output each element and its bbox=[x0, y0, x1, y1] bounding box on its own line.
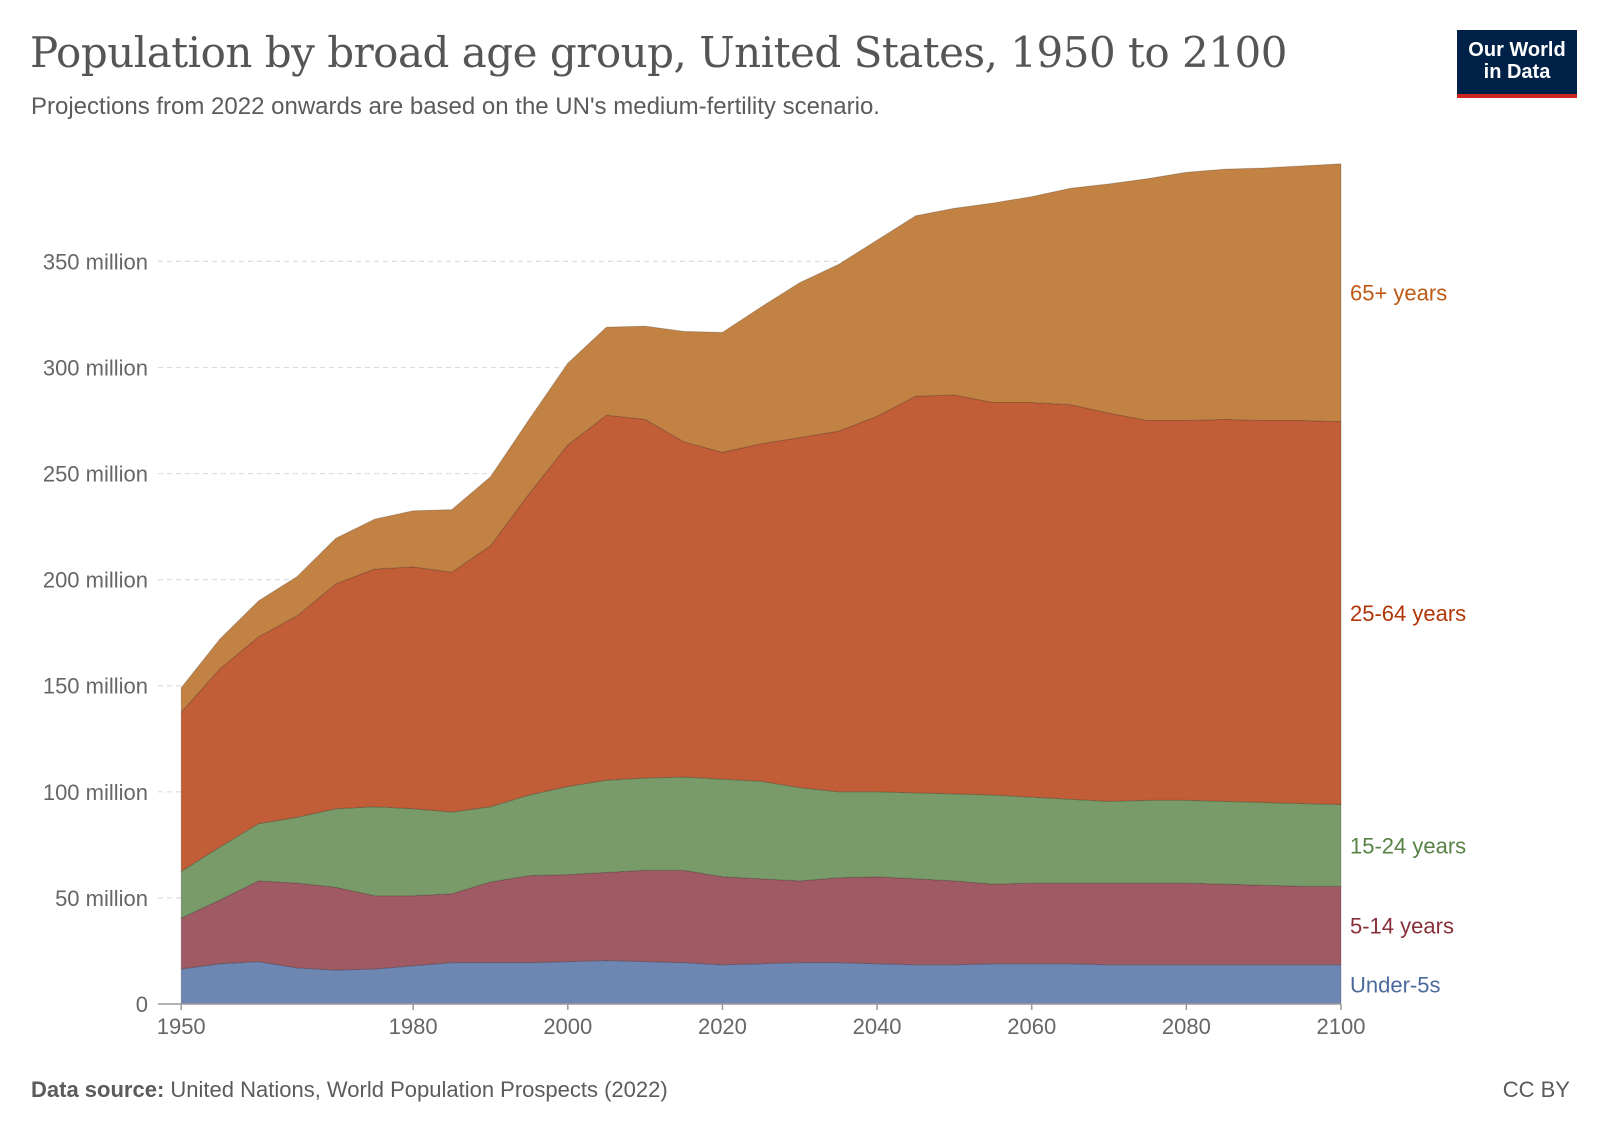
data-source: Data source: United Nations, World Popul… bbox=[31, 1077, 668, 1103]
x-tick-label: 1950 bbox=[157, 1014, 206, 1039]
y-tick-label: 250 million bbox=[43, 462, 148, 487]
series-label-under-5s: Under-5s bbox=[1350, 972, 1440, 997]
series-label-5-14-years: 5-14 years bbox=[1350, 913, 1454, 938]
y-tick-label: 150 million bbox=[43, 674, 148, 699]
x-tick-label: 1980 bbox=[389, 1014, 438, 1039]
x-tick-label: 2020 bbox=[698, 1014, 747, 1039]
series-label-65-years: 65+ years bbox=[1350, 281, 1447, 306]
series-label-15-24-years: 15-24 years bbox=[1350, 833, 1466, 858]
series-labels: Under-5s 5-14 years 15-24 years 25-64 years… bbox=[1350, 281, 1466, 998]
license-link[interactable]: CC BY bbox=[1502, 1077, 1570, 1102]
logo-line-1: Our World bbox=[1468, 39, 1566, 61]
series-label-25-64-years: 25-64 years bbox=[1350, 601, 1466, 626]
data-source-label: Data source: bbox=[31, 1077, 165, 1102]
y-tick-label: 300 million bbox=[43, 355, 148, 380]
logo-line-2: in Data bbox=[1483, 61, 1551, 83]
stacked-area-chart: 0 50 million 100 million 150 million 200 mil… bbox=[43, 163, 1466, 1039]
area-series bbox=[180, 163, 1342, 1005]
y-tick-label: 100 million bbox=[43, 780, 148, 805]
y-tick-label: 0 bbox=[136, 992, 148, 1017]
chart-title: Population by broad age group, United St… bbox=[30, 28, 1287, 77]
x-tick-label: 2060 bbox=[1007, 1014, 1056, 1039]
data-source-text[interactable]: United Nations, World Population Prospec… bbox=[164, 1077, 668, 1102]
y-tick-label: 200 million bbox=[43, 568, 148, 593]
x-tick-label: 2040 bbox=[853, 1014, 902, 1039]
chart-subtitle: Projections from 2022 onwards are based … bbox=[31, 93, 880, 120]
axes: 0 50 million 100 million 150 million 200 mil… bbox=[43, 249, 1366, 1039]
x-tick-label: 2000 bbox=[543, 1014, 592, 1039]
area-65-years[interactable] bbox=[180, 163, 1342, 714]
area-25-64-years[interactable] bbox=[180, 394, 1342, 873]
y-tick-label: 50 million bbox=[55, 886, 148, 911]
x-tick-label: 2100 bbox=[1317, 1014, 1366, 1039]
owid-logo[interactable]: Our World in Data bbox=[1457, 30, 1577, 98]
x-tick-label: 2080 bbox=[1162, 1014, 1211, 1039]
y-tick-label: 350 million bbox=[43, 249, 148, 274]
